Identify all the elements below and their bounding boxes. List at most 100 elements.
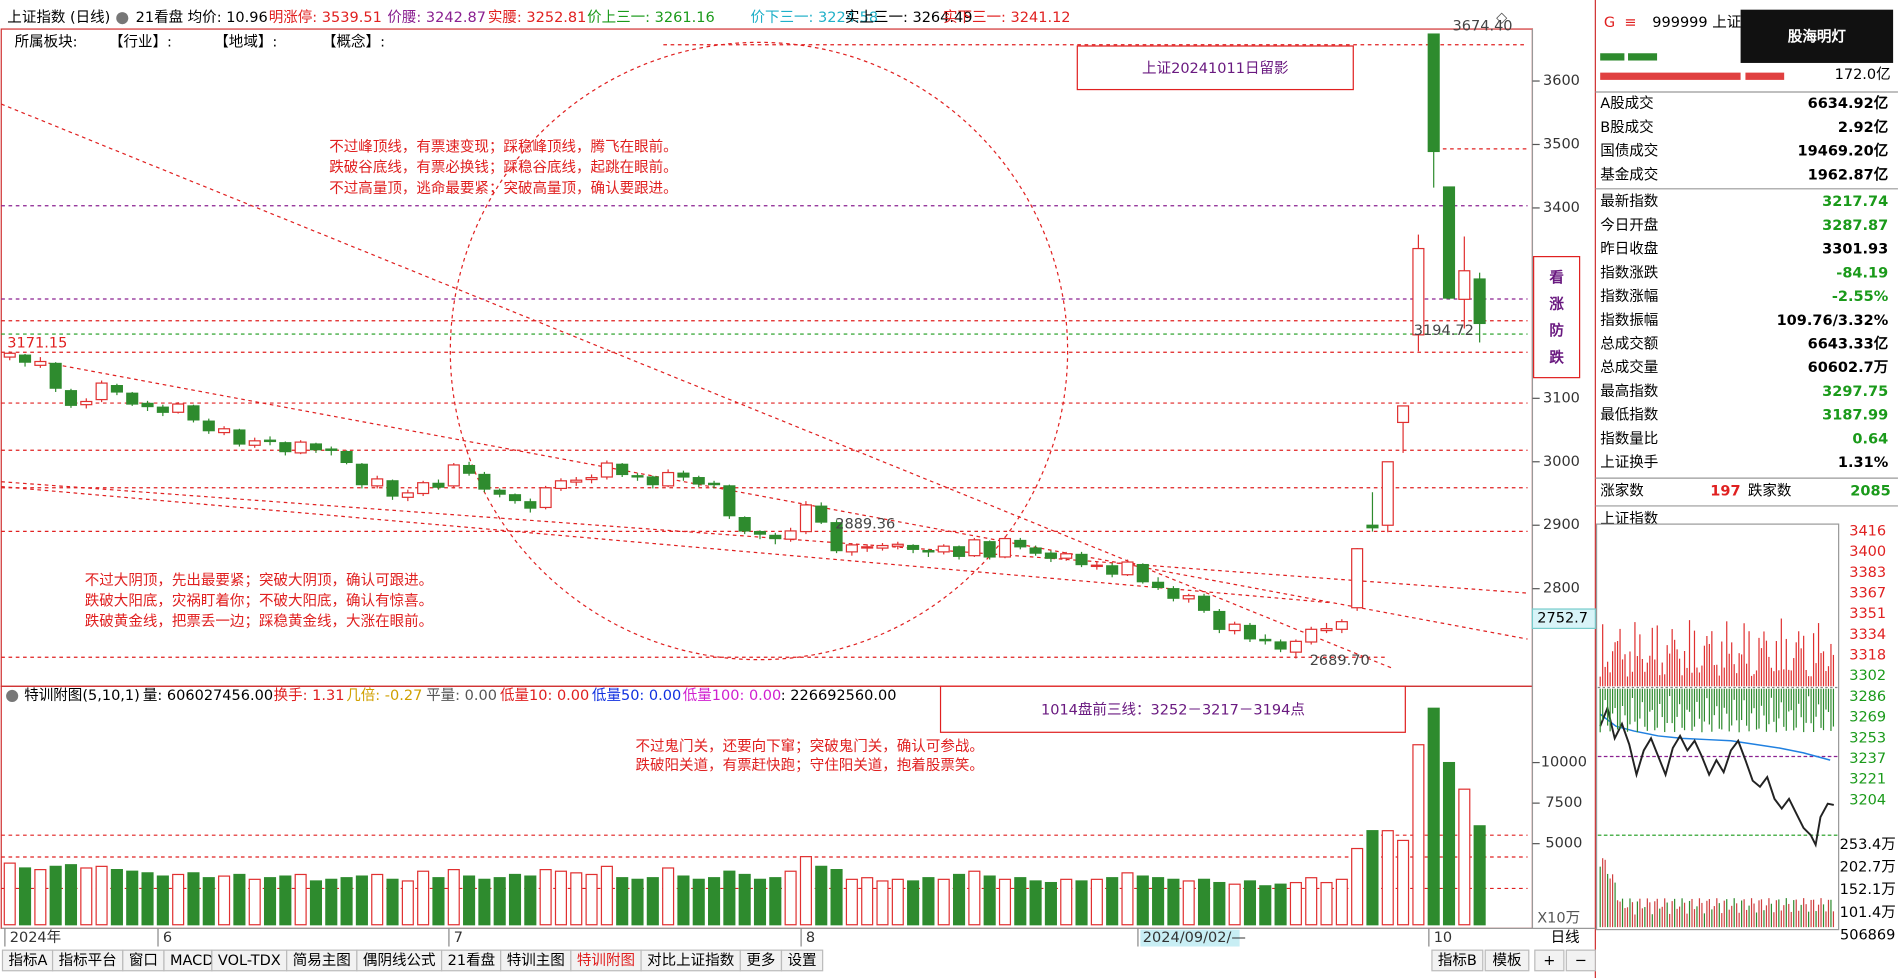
volume-bar [769,877,782,926]
toolbar-label[interactable]: 窗口 [129,951,158,969]
candle-body [692,477,705,485]
candle-body [371,478,384,487]
volume-bar [263,877,277,926]
toolbar-button[interactable] [1565,949,1596,972]
toolbar-label[interactable]: 偶阴线公式 [363,952,436,969]
candle-body [172,403,185,413]
candle-body [386,480,399,497]
banner: 股海明灯 [1788,28,1847,46]
candle-body [769,534,782,540]
toolbar-label[interactable]: − [1575,953,1587,969]
toolbar-label[interactable]: 对比上证指数 [647,952,735,969]
candle-body [1412,247,1425,336]
candle-body [1427,33,1440,153]
header-item: 明涨停: 3539.51 [269,9,382,26]
quote-value: 19469.20亿 [1798,142,1889,160]
quote-value: 3217.74 [1822,194,1888,210]
sector-label: 【地域】: [214,33,277,50]
candle-body [1029,547,1042,554]
candle-body [263,439,277,443]
candle-body [1014,539,1027,548]
bar [1628,53,1658,61]
amount: 172.0亿 [1835,66,1891,83]
candle-body [784,530,797,540]
toolbar-label[interactable]: 更多 [746,952,775,969]
candle-body [1397,405,1410,424]
candle-body [616,463,629,476]
candle-body [110,385,123,393]
volume-bar [692,878,705,926]
volume-bar [1442,761,1456,926]
candle-body [1182,595,1195,600]
candle-body [845,544,858,553]
note-line: 不过峰顶线，有票速变现；踩稳峰顶线，腾飞在眼前。 [329,139,677,156]
volume-bar [1397,839,1410,926]
indicator-item: 换手: 1.31 [274,687,345,704]
volume-bar [784,870,797,926]
volume-bar [815,865,828,926]
indicator-item: : 226692560.00 [781,688,897,704]
candle-body [1381,461,1394,526]
toolbar-label[interactable]: 指标B [1438,952,1477,969]
mini-title: 上证指数 [1600,510,1659,527]
y-tick-label: 3000 [1543,454,1580,470]
toolbar-label[interactable]: MACD [170,953,214,969]
volume-bar [1044,881,1057,926]
candle-body [1289,640,1302,653]
quote-label: 国债成交 [1600,142,1658,160]
toolbar-label[interactable]: + [1543,953,1555,969]
candle-body [1075,553,1088,566]
toolbar-label[interactable]: 特训主图 [507,952,565,969]
volume-bar [1106,877,1119,926]
volume-bar [907,880,920,926]
volume-bar [508,873,522,926]
volume-bar [248,878,261,926]
quote-label: 最高指数 [1600,383,1659,400]
candle-body [1228,623,1241,632]
y-tick-label: 2800 [1543,581,1580,597]
volume-bar [1473,825,1486,926]
candle-body [447,464,460,487]
toolbar-label[interactable]: 特训附图 [577,952,635,969]
volume-bar [922,877,935,926]
header-item: 价下三一: 3224.58 [750,10,878,26]
toolbar-button[interactable] [1534,949,1565,972]
volume-bar [141,872,154,926]
flag: G [1604,15,1615,31]
volume-bar [279,875,292,926]
candle-body [753,530,767,535]
volume-bar [417,870,430,926]
price-label: 3171.15 [7,335,67,351]
toolbar-label[interactable]: 指标A [9,952,48,969]
header-item: 实腰: 3252.81 [488,9,587,26]
volume-bar [1335,878,1348,926]
volume-bar [539,869,552,926]
toolbar-label[interactable]: 模板 [1492,951,1522,969]
volume-bar [1458,788,1471,926]
mini-tick-label: 202.7万 [1840,859,1896,875]
volume-bar [95,865,108,926]
bar [1745,72,1785,80]
period-label[interactable]: 日线 [1551,929,1580,946]
candle-body [1136,563,1149,583]
toolbar-button[interactable] [1431,949,1484,972]
volume-bar [355,875,368,926]
candle-body [18,354,32,363]
toolbar-button[interactable] [1484,949,1530,972]
volume-bar [1243,880,1257,926]
toolbar-label[interactable]: 设置 [788,952,817,969]
toolbar-label[interactable]: 指标平台 [59,952,117,969]
breadth-label: 涨家数 [1600,482,1644,499]
mini-tick-label: 3383 [1849,565,1886,581]
toolbar-label[interactable]: 21看盘 [448,951,496,969]
toolbar-label[interactable]: 简易主图 [293,952,351,969]
date-label: 6 [163,930,172,946]
header-item: 21看盘 [136,8,184,26]
volume-bar [1259,885,1272,926]
indicator-item: 低量10: 0.00 [500,687,589,704]
toolbar-label[interactable]: VOL-TDX [218,953,281,969]
candle-body [570,479,583,483]
menu-icon: ≡ [1624,15,1636,31]
toolbar-button[interactable] [780,949,824,972]
volume-bar [646,877,659,926]
